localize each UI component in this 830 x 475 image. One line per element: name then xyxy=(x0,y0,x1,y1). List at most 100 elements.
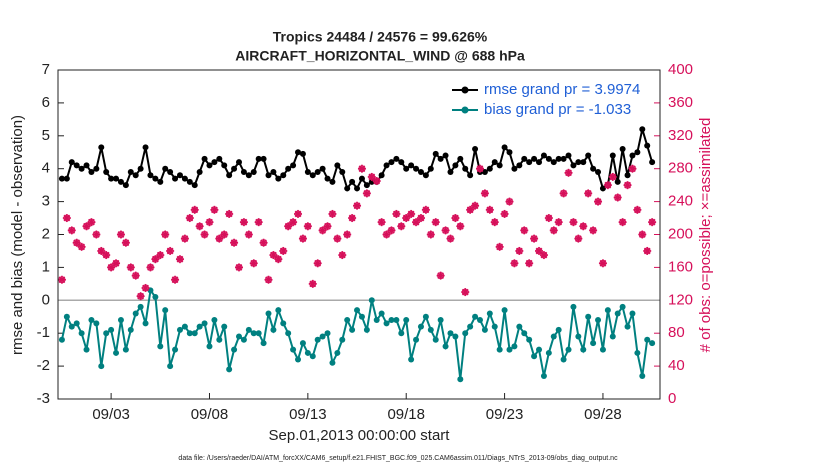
point xyxy=(285,330,292,337)
marker-stroke xyxy=(156,251,164,259)
point xyxy=(201,155,208,162)
marker-ring xyxy=(368,173,376,181)
point xyxy=(78,330,85,337)
marker-stroke xyxy=(353,202,361,210)
count-marker xyxy=(289,218,298,227)
count-marker xyxy=(362,189,371,198)
marker-ring xyxy=(269,251,277,259)
point xyxy=(132,172,139,179)
marker-ring xyxy=(289,218,297,226)
point xyxy=(324,330,331,337)
y-tick-label: 2 xyxy=(42,225,50,242)
marker-ring xyxy=(501,210,509,218)
point xyxy=(452,333,459,340)
marker-ring xyxy=(127,263,135,271)
y2-tick-label: 80 xyxy=(668,324,685,341)
count-marker xyxy=(116,230,125,239)
point xyxy=(649,340,656,347)
marker-ring xyxy=(451,214,459,222)
count-marker xyxy=(431,218,440,227)
y-tick-label: -2 xyxy=(37,357,50,374)
point xyxy=(157,178,164,185)
marker-ring xyxy=(638,231,646,238)
point xyxy=(393,317,400,324)
marker-stroke xyxy=(324,222,331,230)
marker-stroke xyxy=(511,259,518,267)
point xyxy=(83,162,90,169)
count-marker xyxy=(603,181,612,190)
point xyxy=(216,336,223,343)
point xyxy=(447,168,454,175)
marker-ring xyxy=(137,292,145,300)
marker-ring xyxy=(87,218,95,226)
count-marker xyxy=(426,230,435,239)
marker-ring xyxy=(574,235,582,243)
count-marker xyxy=(485,205,494,214)
marker-ring xyxy=(220,231,228,238)
point xyxy=(516,323,523,330)
y2-tick-label: 160 xyxy=(668,258,693,275)
marker-ring xyxy=(422,206,430,214)
y2-tick-label: 200 xyxy=(668,225,693,242)
point xyxy=(334,162,341,169)
point xyxy=(565,346,572,353)
point xyxy=(137,303,144,310)
marker-ring xyxy=(560,189,568,197)
marker-stroke xyxy=(452,214,459,222)
point xyxy=(521,155,528,162)
marker-ring xyxy=(633,206,641,214)
marker-ring xyxy=(387,226,395,234)
marker-ring xyxy=(73,239,81,247)
marker-ring xyxy=(555,218,563,226)
count-marker xyxy=(402,214,411,223)
marker-stroke xyxy=(570,218,577,226)
marker-ring xyxy=(274,255,282,263)
point xyxy=(216,155,223,162)
count-marker xyxy=(397,222,406,231)
point xyxy=(329,359,336,366)
point xyxy=(526,159,533,166)
point xyxy=(260,155,267,162)
y-tick-label: 3 xyxy=(42,193,50,210)
marker-stroke xyxy=(181,235,189,242)
point xyxy=(486,165,493,172)
marker-stroke xyxy=(358,165,366,173)
marker-ring xyxy=(102,251,110,259)
legend-marker xyxy=(461,86,469,94)
count-marker xyxy=(264,275,273,284)
point xyxy=(68,159,75,166)
marker-stroke xyxy=(506,198,513,205)
marker-ring xyxy=(358,165,366,173)
count-marker xyxy=(200,230,209,239)
marker-stroke xyxy=(388,227,395,234)
marker-ring xyxy=(643,247,651,255)
marker-ring xyxy=(461,288,469,296)
point xyxy=(570,162,577,169)
marker-stroke xyxy=(624,181,631,189)
point xyxy=(363,326,370,333)
count-marker xyxy=(441,226,450,235)
point xyxy=(550,159,557,166)
marker-stroke xyxy=(255,218,263,226)
count-marker xyxy=(328,209,337,218)
count-marker xyxy=(638,230,647,239)
point xyxy=(231,346,238,353)
marker-ring xyxy=(225,210,233,218)
marker-stroke xyxy=(491,218,499,226)
count-marker xyxy=(121,238,130,247)
marker-stroke xyxy=(471,202,479,210)
count-marker xyxy=(608,172,617,181)
count-marker xyxy=(308,279,317,288)
marker-stroke xyxy=(638,231,646,238)
marker-ring xyxy=(83,222,91,230)
point xyxy=(457,376,464,383)
point xyxy=(176,172,183,179)
count-marker xyxy=(372,177,381,186)
point xyxy=(506,149,513,156)
marker-stroke xyxy=(260,239,267,247)
point xyxy=(491,323,498,330)
point xyxy=(432,336,439,343)
marker-stroke xyxy=(220,231,228,238)
marker-ring xyxy=(260,239,268,247)
point xyxy=(221,162,228,169)
